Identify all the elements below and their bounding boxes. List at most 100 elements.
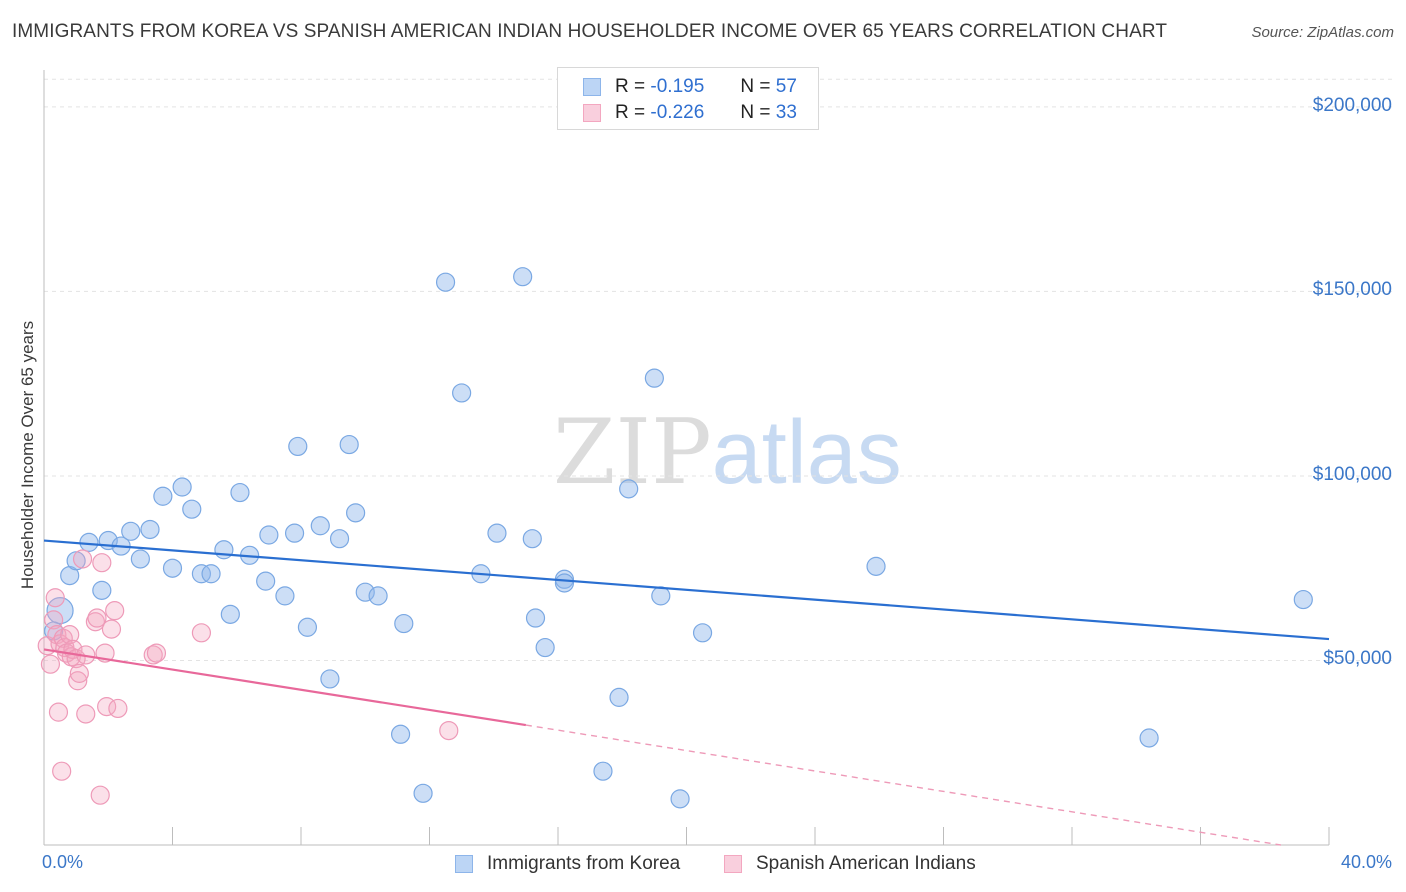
legend-row-korea: R = -0.195 N = 57 xyxy=(583,75,797,99)
watermark-atlas: atlas xyxy=(711,403,902,503)
korea-point xyxy=(593,761,613,781)
korea-point xyxy=(214,540,234,560)
korea-point xyxy=(121,521,141,541)
korea-point xyxy=(79,532,99,552)
korea-point xyxy=(288,436,308,457)
korea-point xyxy=(435,272,456,292)
spanish-american-indian-point xyxy=(40,654,61,674)
korea-point xyxy=(310,516,330,536)
korea-point xyxy=(153,486,173,506)
spanish-american-indian-point xyxy=(90,785,110,805)
korea-point xyxy=(140,519,160,540)
korea-point xyxy=(452,383,472,403)
korea-point xyxy=(329,529,350,549)
legend-swatch-blue xyxy=(583,78,601,96)
spanish-american-indian-point xyxy=(68,671,88,691)
korea-point xyxy=(201,564,221,584)
korea-point xyxy=(162,558,183,578)
korea-point xyxy=(172,477,192,497)
spanish-american-indian-point xyxy=(105,601,125,621)
y-tick-label: $150,000 xyxy=(1312,279,1392,301)
korea-point xyxy=(394,613,414,634)
korea-point xyxy=(355,582,375,602)
korea-point xyxy=(609,687,629,707)
korea-point xyxy=(670,789,690,809)
korea-point xyxy=(390,724,411,744)
legend-row-spanish-american-indian: R = -0.226 N = 33 xyxy=(583,101,797,125)
watermark: ZIPatlas xyxy=(553,400,902,505)
korea-point xyxy=(619,479,639,499)
spanish-american-indian-point xyxy=(101,619,122,639)
korea-points xyxy=(44,267,1313,809)
spanish-american-indian-point xyxy=(439,720,459,741)
spanish-american-indian-point xyxy=(48,702,69,722)
korea-point xyxy=(525,608,546,628)
r-label: R = xyxy=(615,102,646,123)
spanish-american-indian-point xyxy=(87,608,107,628)
legend-swatch-blue xyxy=(455,855,473,873)
korea-point xyxy=(259,525,279,545)
spanish-american-indian-trend-extension xyxy=(525,724,1281,846)
korea-point xyxy=(413,783,433,803)
y-tick-label: $200,000 xyxy=(1312,94,1392,116)
korea-point xyxy=(1139,728,1159,748)
korea-point xyxy=(284,523,305,543)
axes xyxy=(43,70,1330,846)
korea-trend-line xyxy=(43,539,1330,641)
source-label: Source: ZipAtlas.com xyxy=(1251,24,1394,41)
spanish-american-indian-point xyxy=(72,549,93,569)
y-tick-label: $100,000 xyxy=(1312,463,1392,485)
korea-point xyxy=(320,669,340,689)
n-value: 57 xyxy=(775,76,797,97)
korea-point xyxy=(92,580,112,600)
korea-point xyxy=(513,267,533,287)
spanish-american-indian-point xyxy=(44,610,64,630)
korea-point xyxy=(554,573,575,593)
n-value: 33 xyxy=(775,102,797,123)
korea-point xyxy=(487,523,507,543)
spanish-american-indian-point xyxy=(191,623,212,643)
correlation-legend: R = -0.195 N = 57 R = -0.226 N = 33 xyxy=(557,67,819,130)
watermark-zip: ZIP xyxy=(553,400,712,505)
spanish-american-indian-point xyxy=(76,704,96,724)
spanish-american-indian-point xyxy=(92,553,112,573)
legend-item-spanish-american-indian: Spanish American Indians xyxy=(724,852,976,876)
korea-point xyxy=(230,482,250,503)
korea-point xyxy=(191,564,212,584)
korea-point xyxy=(297,617,318,637)
legend-item-korea: Immigrants from Korea xyxy=(455,852,680,876)
r-value: -0.226 xyxy=(650,102,705,123)
korea-point xyxy=(66,551,86,571)
y-tick-label: $50,000 xyxy=(1323,648,1392,670)
legend-swatch-pink xyxy=(724,855,742,873)
korea-point xyxy=(651,586,671,606)
spanish-american-indian-point xyxy=(69,663,89,683)
korea-point xyxy=(866,556,886,576)
chart-title: IMMIGRANTS FROM KOREA VS SPANISH AMERICA… xyxy=(12,21,1168,42)
korea-point xyxy=(522,529,542,549)
spanish-american-indian-trend-line xyxy=(43,648,527,727)
legend-swatch-pink xyxy=(583,104,601,122)
korea-point xyxy=(1293,589,1313,610)
r-value: -0.195 xyxy=(650,76,705,97)
n-label: N = xyxy=(740,76,771,97)
spanish-american-indian-point xyxy=(60,625,80,645)
legend-label: Immigrants from Korea xyxy=(487,853,681,874)
korea-point xyxy=(368,586,388,606)
spanish-american-indian-point xyxy=(52,761,72,781)
spanish-american-indian-point xyxy=(143,645,163,665)
korea-point xyxy=(220,604,240,624)
korea-point xyxy=(346,503,366,523)
korea-point xyxy=(46,597,74,625)
korea-point xyxy=(692,623,713,643)
spanish-american-indian-point xyxy=(146,643,167,663)
grid-lines xyxy=(44,78,1395,661)
legend-label: Spanish American Indians xyxy=(756,853,976,874)
x-tick-label-min: 0.0% xyxy=(42,852,84,872)
korea-point xyxy=(275,586,295,606)
korea-point xyxy=(256,571,276,591)
r-label: R = xyxy=(615,76,646,97)
spanish-american-indian-point xyxy=(45,588,65,608)
korea-point xyxy=(535,637,555,658)
